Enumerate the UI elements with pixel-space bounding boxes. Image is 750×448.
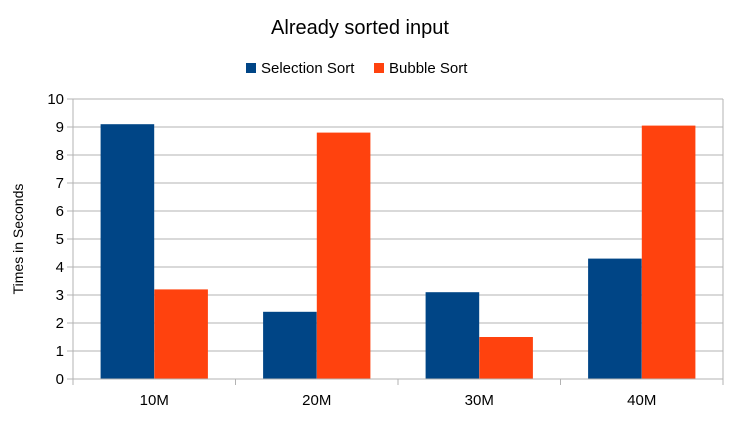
bar-bubble-sort-10m: [154, 289, 208, 379]
x-axis-ticks: 10M 20M 30M 40M: [72, 378, 724, 409]
y-tick-label: 1: [56, 343, 64, 360]
y-tick-label: 9: [56, 119, 64, 136]
bar-selection-sort-10m: [100, 124, 155, 379]
bar-bubble-sort-40m: [641, 125, 696, 379]
y-tick-label: 0: [56, 371, 64, 388]
y-tick-label: 5: [56, 231, 64, 248]
bars: [100, 124, 696, 379]
bar-selection-sort-40m: [588, 258, 642, 379]
x-tick-label: 20M: [302, 392, 331, 409]
y-tick-label: 7: [56, 175, 64, 192]
legend-swatch-bubble-sort: [374, 63, 384, 73]
y-axis-ticks: 0 1 2 3 4 5 6 7 8 9 10: [47, 91, 73, 388]
y-tick-label: 4: [56, 259, 64, 276]
legend-swatch-selection-sort: [246, 63, 256, 73]
x-tick-label: 40M: [627, 392, 656, 409]
y-axis-label: Times in Seconds: [10, 184, 26, 295]
legend-label-bubble-sort: Bubble Sort: [389, 60, 468, 77]
bar-bubble-sort-30m: [479, 337, 533, 379]
bar-bubble-sort-20m: [316, 132, 371, 379]
y-tick-label: 8: [56, 147, 64, 164]
y-tick-label: 10: [47, 91, 64, 108]
bar-selection-sort-30m: [425, 292, 480, 379]
x-tick-label: 10M: [140, 392, 169, 409]
x-tick-label: 30M: [465, 392, 494, 409]
y-tick-label: 2: [56, 315, 64, 332]
y-tick-label: 3: [56, 287, 64, 304]
y-tick-label: 6: [56, 203, 64, 220]
chart-title: Already sorted input: [271, 17, 449, 39]
legend-label-selection-sort: Selection Sort: [261, 60, 355, 77]
bar-selection-sort-20m: [263, 311, 317, 379]
legend: Selection Sort Bubble Sort: [246, 60, 468, 77]
